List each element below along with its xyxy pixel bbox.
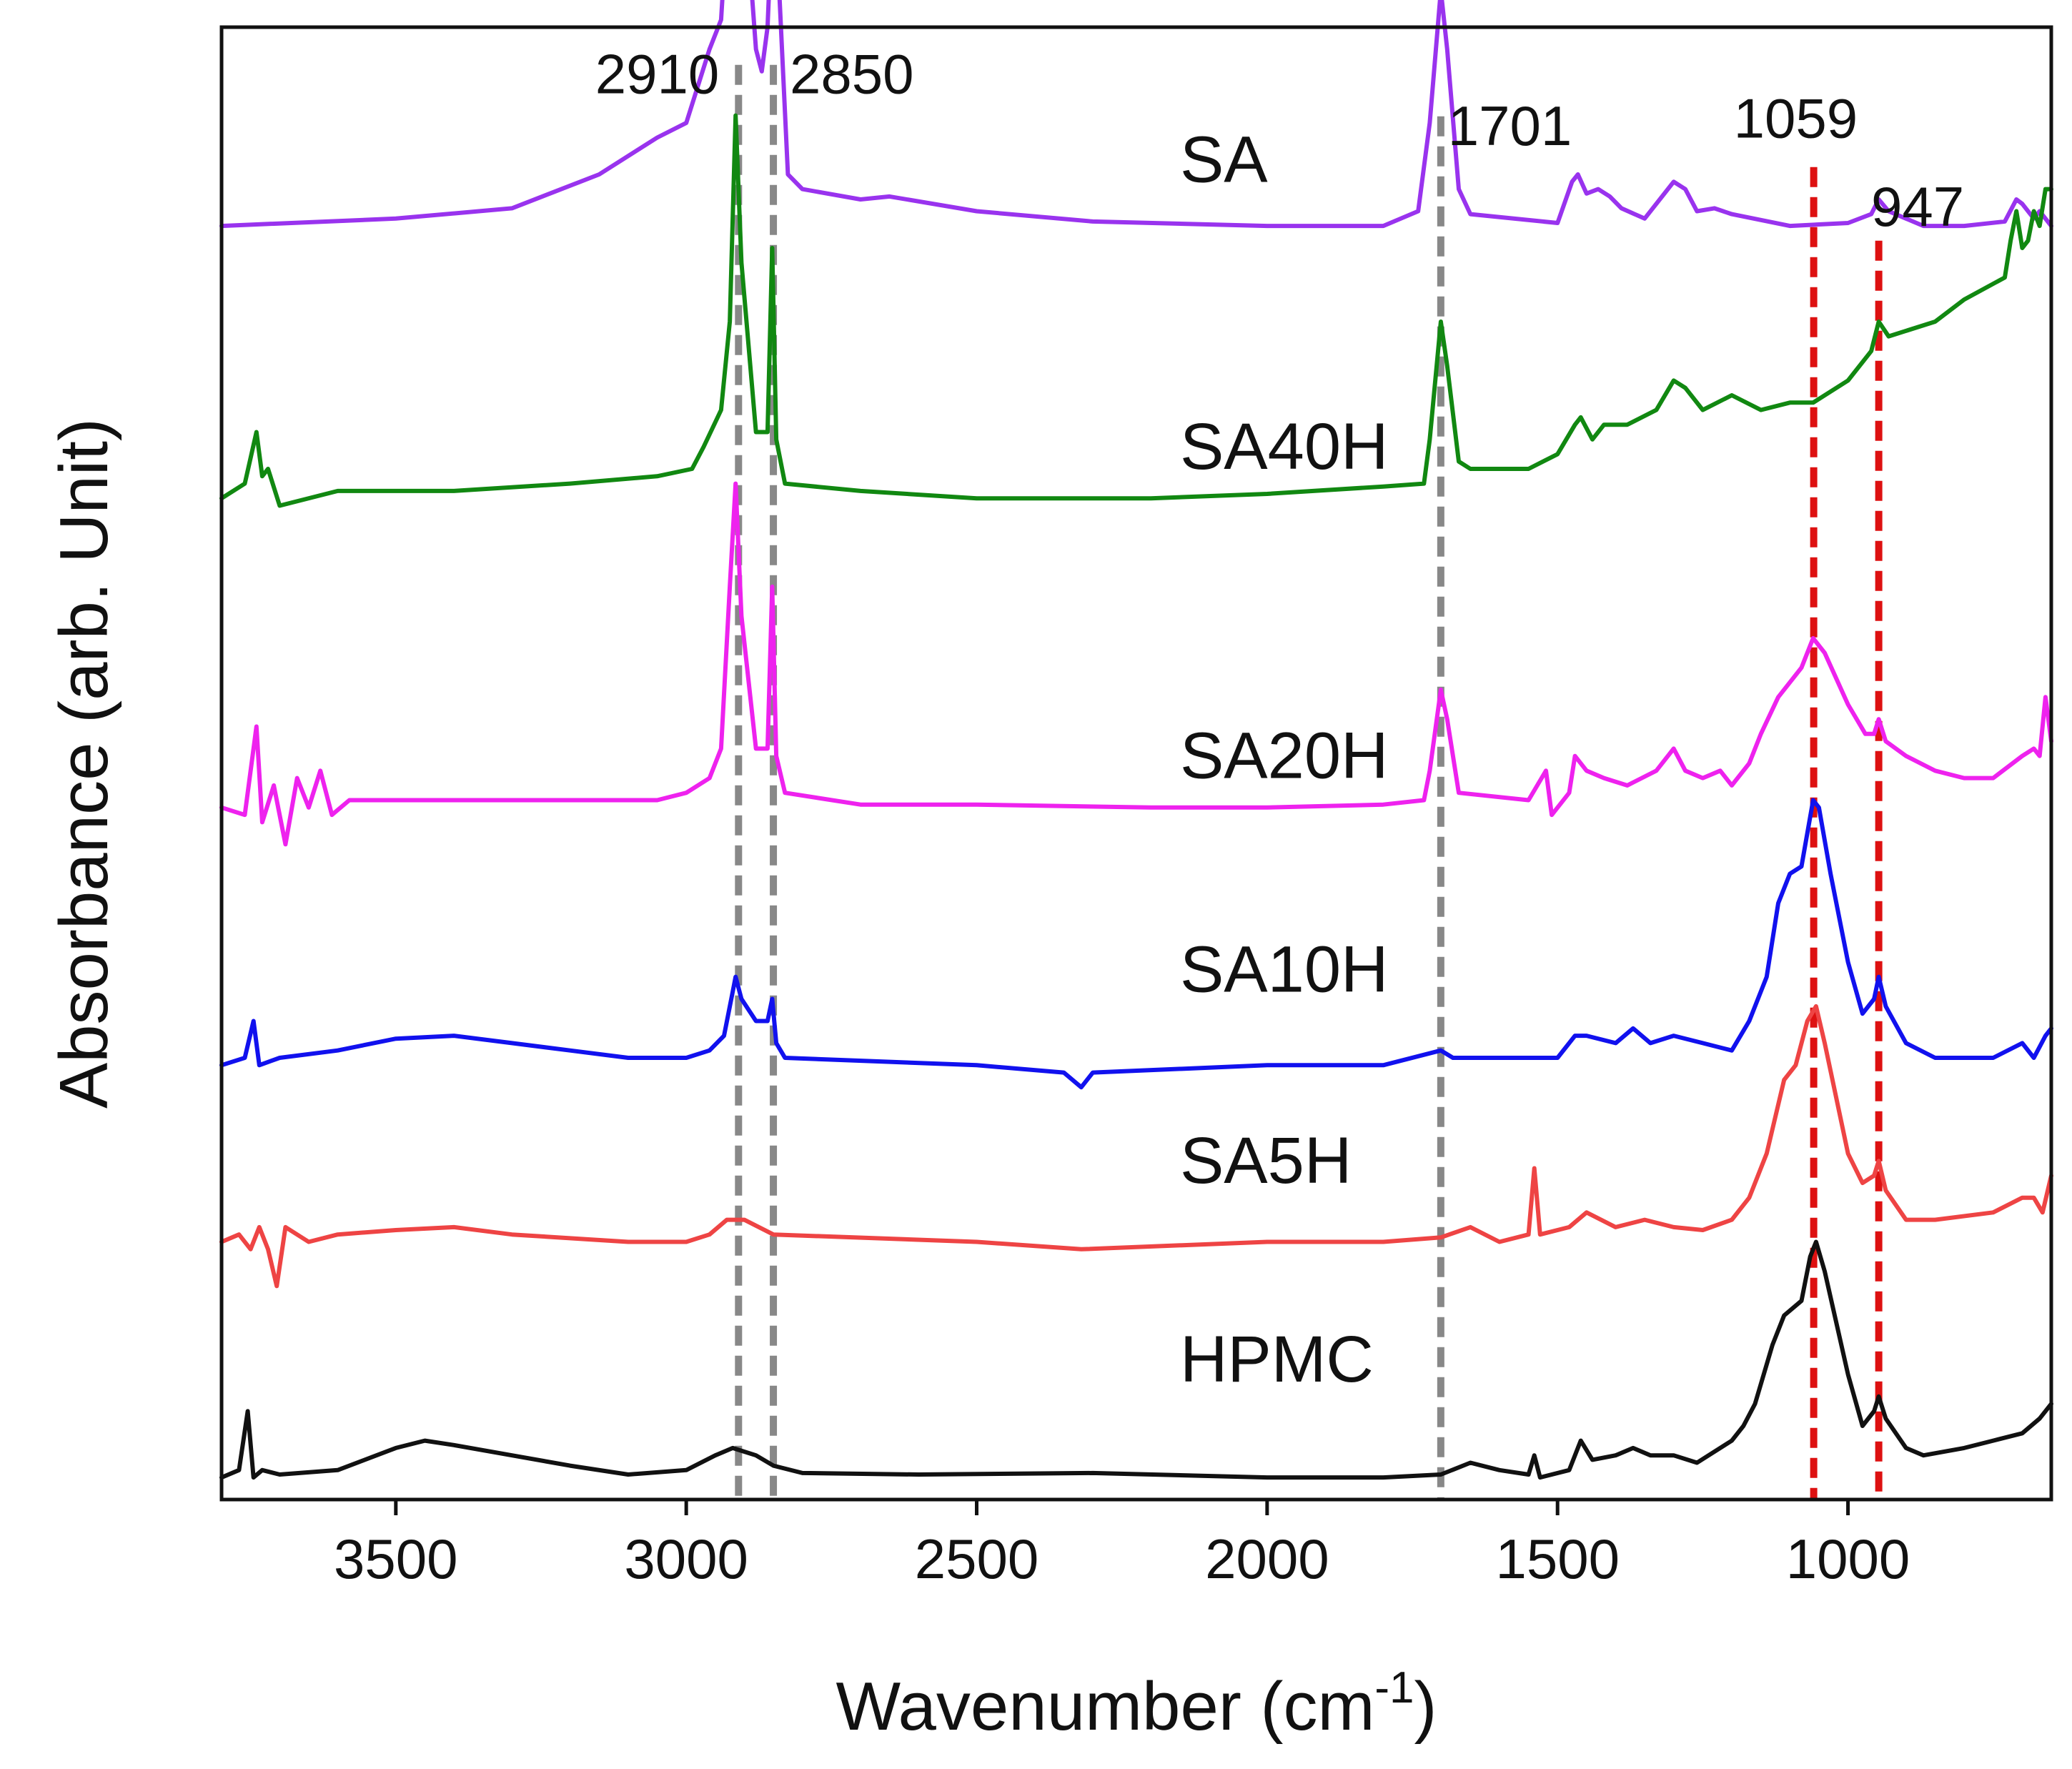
peak-label-947: 947 bbox=[1871, 175, 1964, 238]
x-tick-label-3500: 3500 bbox=[334, 1527, 458, 1590]
series-line-sa20h bbox=[219, 481, 2053, 847]
trace-label-hpmc: HPMC bbox=[1180, 1323, 1374, 1396]
x-tick-label-1500: 1500 bbox=[1495, 1527, 1620, 1590]
x-axis-label-superscript: -1 bbox=[1374, 1663, 1414, 1713]
peak-label-1701: 1701 bbox=[1448, 94, 1572, 157]
series-line-sa5h bbox=[219, 1004, 2053, 1289]
x-axis-ticks: 3500 3000 2500 2000 1500 1000 bbox=[334, 1500, 1910, 1590]
series-line-sa10h bbox=[219, 798, 2053, 1090]
series-line-sa bbox=[219, 0, 2053, 229]
trace-label-sa5h: SA5H bbox=[1180, 1124, 1352, 1197]
trace-labels: SA SA40H SA20H SA10H SA5H HPMC bbox=[1180, 123, 1389, 1396]
x-axis-label: Wavenumber (cm-1) bbox=[836, 1663, 1437, 1745]
peak-label-2850: 2850 bbox=[790, 43, 914, 106]
y-axis-label: Absorbance (arb. Unit) bbox=[46, 418, 122, 1109]
trace-label-sa20h: SA20H bbox=[1180, 720, 1389, 793]
peak-label-2910: 2910 bbox=[595, 43, 720, 106]
x-tick-label-2000: 2000 bbox=[1205, 1527, 1329, 1590]
x-tick-label-2500: 2500 bbox=[915, 1527, 1039, 1590]
trace-label-sa40h: SA40H bbox=[1180, 410, 1389, 483]
plot-frame bbox=[219, 25, 2053, 1502]
peak-label-1059: 1059 bbox=[1734, 87, 1858, 150]
series-line-sa40h bbox=[219, 113, 2053, 508]
x-tick-label-1000: 1000 bbox=[1786, 1527, 1910, 1590]
x-tick-label-3000: 3000 bbox=[624, 1527, 748, 1590]
spectra-traces bbox=[219, 0, 2053, 1480]
series-line-hpmc bbox=[219, 1239, 2053, 1480]
trace-label-sa10h: SA10H bbox=[1180, 933, 1389, 1006]
x-axis-label-close: ) bbox=[1414, 1668, 1437, 1745]
trace-label-sa: SA bbox=[1180, 123, 1268, 196]
reference-lines bbox=[735, 64, 1883, 1500]
